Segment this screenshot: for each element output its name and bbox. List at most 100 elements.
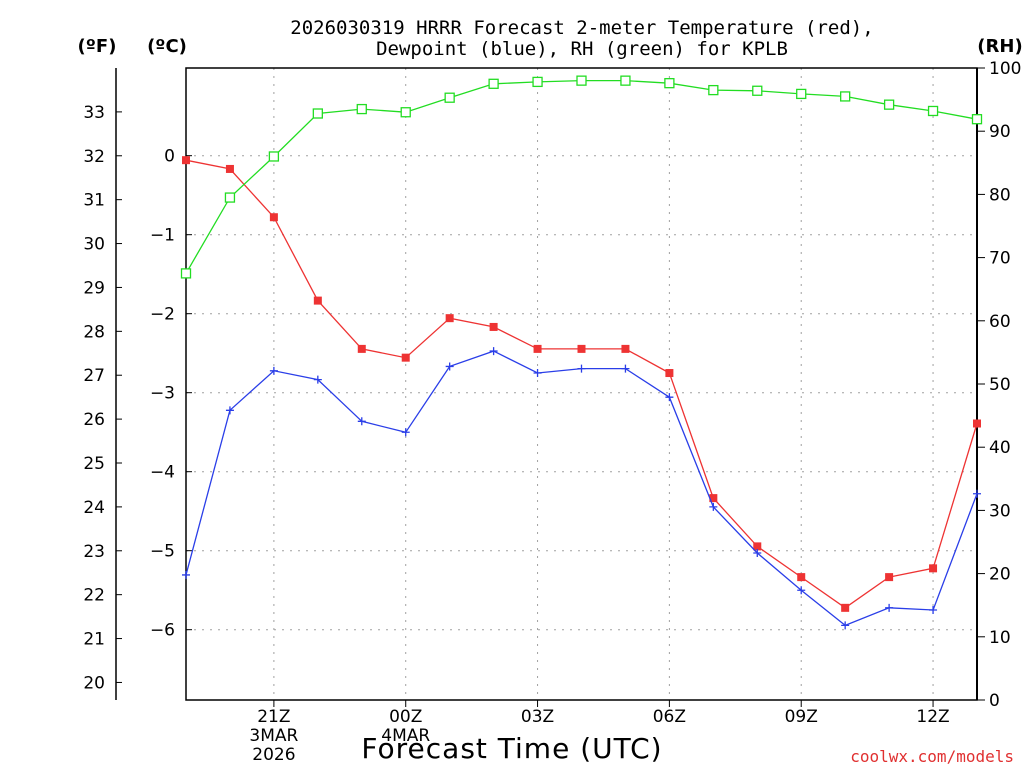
series xyxy=(180,75,983,630)
fahrenheit-tick-label: 33 xyxy=(83,103,105,123)
fahrenheit-tick-label: 20 xyxy=(83,673,105,693)
dewpoint-point xyxy=(533,369,542,378)
rh-point xyxy=(708,84,719,96)
temperature-point xyxy=(665,369,674,378)
fahrenheit-tick-label: 30 xyxy=(83,235,105,255)
dewpoint-point xyxy=(489,347,498,356)
dewpoint-point xyxy=(269,366,278,375)
temperature-point xyxy=(577,344,586,353)
fahrenheit-tick-label: 24 xyxy=(83,498,105,518)
x-tick-year: 2026 xyxy=(252,745,295,765)
dewpoint-point xyxy=(797,586,806,595)
dewpoint-point xyxy=(709,502,718,511)
dewpoint-point xyxy=(929,606,938,615)
fahrenheit-tick-label: 32 xyxy=(83,147,105,167)
x-tick-label: 21Z xyxy=(257,707,290,727)
celsius-tick-label: −6 xyxy=(150,621,175,641)
rh-point xyxy=(840,91,851,102)
temperature-point xyxy=(753,542,762,551)
celsius-tick-label: −1 xyxy=(150,226,175,246)
rh-tick-label: 60 xyxy=(989,312,1011,332)
rh-point xyxy=(356,103,367,115)
dewpoint-point xyxy=(225,406,234,415)
temperature-point xyxy=(182,156,190,165)
dewpoint-point xyxy=(753,548,762,557)
x-tick-label: 09Z xyxy=(785,707,818,727)
celsius-tick-label: −4 xyxy=(150,463,175,483)
celsius-tick-label: −5 xyxy=(150,542,175,562)
rh-point xyxy=(576,75,587,86)
fahrenheit-tick-label: 25 xyxy=(83,454,105,474)
dewpoint-point xyxy=(885,603,894,612)
rh-point xyxy=(400,107,411,118)
temperature-point xyxy=(225,164,234,173)
rh-tick-label: 70 xyxy=(989,249,1011,269)
temperature-point xyxy=(269,213,278,222)
chart-title-line1: 2026030319 HRRR Forecast 2-meter Tempera… xyxy=(290,17,873,39)
dewpoint-point xyxy=(973,489,981,498)
temperature-point xyxy=(313,296,322,305)
fahrenheit-tick-label: 29 xyxy=(83,278,105,298)
fahrenheit-tick-label: 27 xyxy=(83,366,105,386)
rh-tick-label: 20 xyxy=(989,565,1011,585)
rh-tick-label: 30 xyxy=(989,501,1011,521)
dewpoint-point xyxy=(401,428,410,437)
fahrenheit-tick-label: 23 xyxy=(83,542,105,562)
dewpoint-point xyxy=(841,621,850,630)
x-axis-label: Forecast Time (UTC) xyxy=(361,732,662,765)
x-tick-label: 06Z xyxy=(653,707,686,727)
temperature-point xyxy=(929,564,938,573)
dewpoint-point xyxy=(665,393,674,402)
temperature-point xyxy=(709,494,718,503)
rh-point xyxy=(268,151,280,162)
fahrenheit-tick-label: 21 xyxy=(83,630,105,650)
temperature-point xyxy=(445,314,454,323)
temperature-point xyxy=(621,344,630,353)
temperature-point xyxy=(841,603,850,612)
temperature-point xyxy=(885,573,894,582)
fahrenheit-tick-label: 31 xyxy=(83,191,105,211)
celsius-tick-label: −2 xyxy=(150,305,175,325)
temperature-point xyxy=(797,573,806,582)
rh-point xyxy=(883,99,895,110)
rh-tick-label: 40 xyxy=(989,438,1011,458)
rh-point xyxy=(312,108,323,119)
rh-tick-label: 50 xyxy=(989,375,1011,395)
rh-point xyxy=(927,105,939,117)
celsius-tick-label: −3 xyxy=(150,384,175,404)
x-tick-label: 00Z xyxy=(389,707,422,727)
credit-text: coolwx.com/models xyxy=(850,747,1014,766)
temperature-point xyxy=(973,419,981,428)
fahrenheit-tick-label: 26 xyxy=(83,410,105,430)
rh-tick-label: 80 xyxy=(989,185,1011,205)
fahrenheit-tick-label: 28 xyxy=(83,322,105,342)
rh-point xyxy=(488,78,499,89)
x-tick-date: 3MAR xyxy=(249,726,298,746)
dewpoint-point xyxy=(445,362,454,371)
rh-point xyxy=(620,75,631,86)
rh-point xyxy=(664,78,675,89)
fahrenheit-tick-label: 22 xyxy=(83,586,105,606)
rh-tick-label: 10 xyxy=(989,628,1011,648)
temperature-point xyxy=(489,322,498,331)
grid xyxy=(186,68,977,700)
temperature-point xyxy=(357,344,366,353)
rh-tick-label: 90 xyxy=(989,122,1011,142)
unit-rh: (RH) xyxy=(977,36,1022,57)
celsius-tick-label: 0 xyxy=(164,147,175,167)
rh-point xyxy=(796,88,807,100)
rh-point xyxy=(532,76,543,88)
dewpoint-point xyxy=(182,570,190,579)
unit-celsius: (ºC) xyxy=(147,36,187,57)
rh-point xyxy=(180,268,192,279)
dewpoint-point xyxy=(313,375,322,384)
dewpoint-point xyxy=(357,417,366,426)
temperature-point xyxy=(533,344,542,353)
rh-point xyxy=(752,85,763,96)
dewpoint-point xyxy=(577,364,586,373)
temperature-point xyxy=(401,353,410,362)
rh-point xyxy=(971,114,983,125)
x-tick-date: 4MAR xyxy=(381,726,430,746)
